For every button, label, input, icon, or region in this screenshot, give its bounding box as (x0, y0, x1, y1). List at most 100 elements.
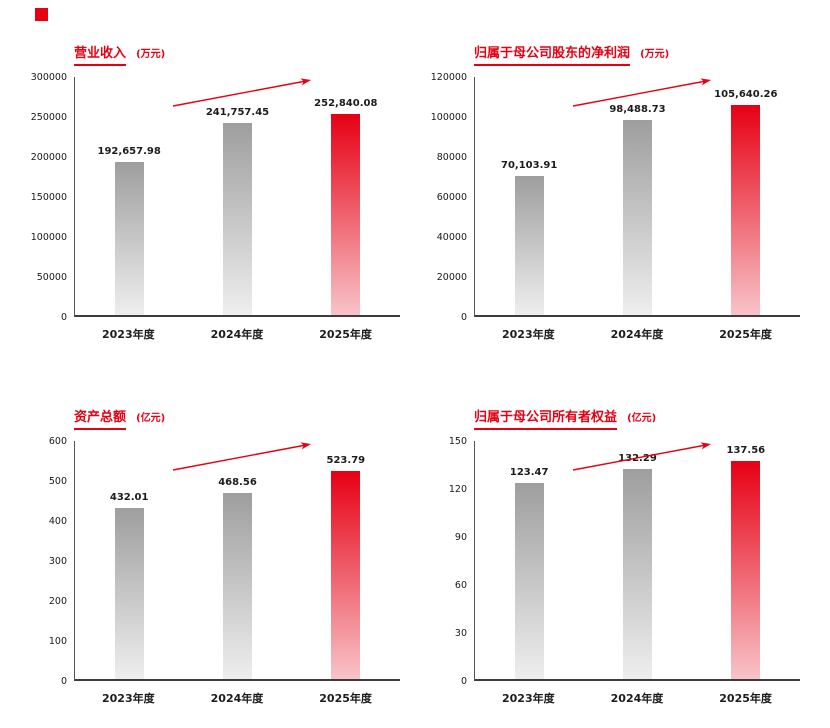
y-axis-tick-label: 120000 (430, 71, 467, 83)
y-axis-tick-label: 90 (454, 531, 467, 543)
x-axis: 2023年度 2024年度 2025年度 (74, 690, 400, 706)
bars: 70,103.91 98,488.73 105,640.26 (475, 77, 800, 315)
bar-value-label: 132.29 (618, 453, 657, 465)
bar-group: 70,103.91 (475, 77, 583, 315)
chart-title: 归属于母公司股东的净利润 (474, 46, 631, 66)
y-axis-tick-label: 100 (48, 635, 67, 647)
bar-group: 432.01 (75, 441, 183, 679)
plot-area: 70,103.91 98,488.73 105,640.26 (474, 77, 800, 317)
bar-group: 241,757.45 (183, 77, 291, 315)
chart-title-row: 归属于母公司股东的净利润 (万元) (474, 42, 800, 66)
y-axis-tick-label: 40000 (436, 231, 467, 243)
bar (114, 507, 144, 679)
bar-group: 105,640.26 (692, 77, 800, 315)
y-axis-tick-label: 80000 (436, 151, 467, 163)
bar-group: 523.79 (292, 441, 400, 679)
bar-highlighted (331, 471, 361, 679)
y-axis: 0 30 60 90 120 150 (430, 436, 474, 685)
x-axis-category-label: 2023年度 (502, 692, 555, 705)
y-axis-tick-label: 300000 (30, 71, 67, 83)
chart-total-assets: 资产总额 (亿元) 0 100 200 300 400 500 600 432.01 468.… (30, 406, 400, 706)
brand-square-icon (35, 8, 48, 21)
x-axis-category-label: 2024年度 (210, 328, 264, 341)
chart-body: 0 30 60 90 120 150 123.47 132.29 137.56 (430, 436, 800, 685)
bar-value-label: 252,840.08 (314, 98, 378, 110)
bars: 192,657.98 241,757.45 252,840.08 (75, 77, 400, 315)
bar-group: 98,488.73 (583, 77, 691, 315)
x-axis-category-label: 2024年度 (210, 692, 264, 705)
x-axis: 2023年度 2024年度 2025年度 (474, 326, 800, 342)
bar (222, 493, 252, 679)
y-axis-tick-label: 200000 (30, 151, 67, 163)
y-axis-tick-label: 200 (48, 595, 67, 607)
bar-value-label: 523.79 (326, 455, 366, 467)
bar-value-label: 98,488.73 (609, 103, 666, 115)
y-axis-tick-label: 300 (48, 555, 67, 567)
plot-area: 192,657.98 241,757.45 252,840.08 (74, 77, 400, 317)
x-axis-category-label: 2025年度 (719, 692, 772, 705)
y-axis-tick-label: 60000 (436, 191, 467, 203)
bar (622, 469, 652, 679)
chart-title-row: 资产总额 (亿元) (74, 406, 400, 430)
chart-body: 0 100 200 300 400 500 600 432.01 468.56 523.79 (30, 436, 400, 685)
bar-group: 123.47 (475, 441, 583, 679)
y-axis-tick-label: 120 (448, 483, 467, 495)
y-axis-tick-label: 600 (48, 435, 67, 447)
bar-group: 252,840.08 (292, 77, 400, 315)
chart-unit-label: (亿元) (136, 413, 166, 424)
x-axis-category-label: 2023年度 (102, 692, 155, 705)
y-axis-tick-label: 20000 (436, 271, 467, 283)
bar-group: 192,657.98 (75, 77, 183, 315)
y-axis: 0 100 200 300 400 500 600 (30, 436, 74, 685)
y-axis-tick-label: 0 (460, 311, 467, 323)
y-axis-tick-label: 0 (60, 311, 67, 323)
y-axis-tick-label: 0 (460, 675, 467, 687)
x-axis-category-label: 2025年度 (319, 692, 372, 705)
bar-value-label: 241,757.45 (205, 107, 270, 119)
bar-group: 132.29 (583, 441, 691, 679)
x-axis-category-label: 2024年度 (610, 328, 664, 341)
bar-highlighted (731, 105, 761, 315)
bar (514, 483, 544, 679)
bar-highlighted (331, 114, 361, 315)
x-axis: 2023年度 2024年度 2025年度 (74, 326, 400, 342)
y-axis-tick-label: 250000 (30, 111, 67, 123)
y-axis-tick-label: 50000 (36, 271, 67, 283)
x-axis-category-label: 2025年度 (719, 328, 772, 341)
plot-area: 123.47 132.29 137.56 (474, 441, 800, 681)
x-axis-category-label: 2024年度 (610, 692, 664, 705)
y-axis-tick-label: 400 (48, 515, 67, 527)
bar (222, 123, 252, 315)
x-axis: 2023年度 2024年度 2025年度 (474, 690, 800, 706)
x-axis-category-label: 2023年度 (502, 328, 555, 341)
x-axis-category-label: 2023年度 (102, 328, 155, 341)
y-axis: 0 50000 100000 150000 200000 250000 300000 (30, 72, 74, 321)
charts-grid: 营业收入 (万元) 0 50000 100000 150000 200000 250000… (30, 42, 800, 706)
y-axis-tick-label: 150000 (30, 191, 67, 203)
chart-title: 资产总额 (74, 410, 127, 430)
plot-area: 432.01 468.56 523.79 (74, 441, 400, 681)
bars: 432.01 468.56 523.79 (75, 441, 400, 679)
bar-value-label: 70,103.91 (501, 159, 558, 171)
x-axis-category-label: 2025年度 (319, 328, 372, 341)
chart-title-row: 营业收入 (万元) (74, 42, 400, 66)
bar-value-label: 192,657.98 (97, 146, 161, 158)
chart-title: 营业收入 (74, 46, 127, 66)
y-axis-tick-label: 150 (448, 435, 467, 447)
bar (114, 162, 144, 315)
chart-net-profit: 归属于母公司股东的净利润 (万元) 0 20000 40000 60000 80000 1… (430, 42, 800, 342)
bar (514, 175, 544, 315)
bar-group: 468.56 (183, 441, 291, 679)
chart-title-row: 归属于母公司所有者权益 (亿元) (474, 406, 800, 430)
bar-value-label: 137.56 (726, 444, 766, 456)
chart-unit-label: (亿元) (627, 413, 657, 424)
bar-value-label: 432.01 (109, 491, 149, 503)
chart-body: 0 20000 40000 60000 80000 100000 120000 70,103… (430, 72, 800, 321)
y-axis-tick-label: 100000 (430, 111, 467, 123)
chart-operating-revenue: 营业收入 (万元) 0 50000 100000 150000 200000 250000… (30, 42, 400, 342)
y-axis-tick-label: 500 (48, 475, 67, 487)
y-axis-tick-label: 30 (454, 627, 467, 639)
chart-unit-label: (万元) (640, 49, 670, 60)
y-axis-tick-label: 100000 (30, 231, 67, 243)
